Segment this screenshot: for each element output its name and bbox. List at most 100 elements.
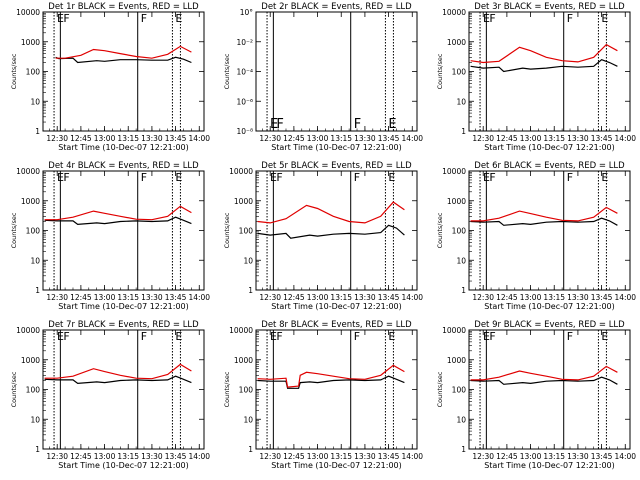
- marker-label: E: [601, 12, 608, 25]
- x-tick-label: 13:00: [94, 134, 116, 143]
- y-tick-label: 1: [35, 286, 40, 295]
- y-tick-label: 10000: [229, 326, 253, 335]
- x-tick-label: 13:15: [117, 134, 139, 143]
- y-tick-label: 10000: [442, 8, 466, 17]
- y-tick-label: 10000: [442, 326, 466, 335]
- marker-label: F: [354, 330, 360, 343]
- x-axis-label: Start Time (10-Dec-07 12:21:00): [271, 461, 402, 470]
- x-tick-label: 13:15: [543, 452, 565, 461]
- y-tick-label: 100: [26, 68, 41, 77]
- marker-label: F: [63, 330, 69, 343]
- events-series-line: [470, 217, 618, 226]
- y-tick-label: 10: [243, 415, 253, 424]
- x-tick-label: 13:30: [567, 452, 589, 461]
- x-tick-label: 13:00: [94, 293, 116, 302]
- y-tick-label: 10000: [16, 326, 40, 335]
- x-tick-label: 12:30: [46, 134, 68, 143]
- marker-label: E: [388, 171, 395, 184]
- y-axis-label: Counts/sec: [223, 371, 231, 407]
- y-tick-label: 10000: [16, 167, 40, 176]
- x-tick-label: 12:45: [283, 134, 305, 143]
- marker-label: E: [388, 330, 395, 343]
- x-tick-label: 13:30: [354, 452, 376, 461]
- plot-frame: [42, 329, 205, 450]
- lld-series-line: [44, 205, 192, 221]
- x-tick-label: 14:00: [188, 293, 210, 302]
- x-tick-label: 13:45: [165, 452, 187, 461]
- plot-frame: [42, 11, 205, 132]
- plot-frame: [255, 11, 418, 132]
- lld-series-line: [55, 45, 192, 59]
- x-tick-label: 14:00: [401, 452, 423, 461]
- lld-series-line: [470, 206, 618, 222]
- lld-series-line: [470, 43, 618, 64]
- x-tick-label: 13:45: [378, 452, 400, 461]
- marker-label: F: [276, 330, 282, 343]
- y-tick-label: 10: [456, 256, 466, 265]
- subplot-7: Det 7r BLACK = Events, RED = LLD Counts/s…: [10, 320, 210, 470]
- y-tick-label: 10⁻⁸: [236, 127, 253, 136]
- y-axis-label: Counts/sec: [223, 53, 231, 89]
- x-tick-label: 12:30: [46, 452, 68, 461]
- x-tick-label: 13:30: [141, 452, 163, 461]
- x-tick-label: 12:45: [496, 134, 518, 143]
- marker-label: F: [567, 330, 573, 343]
- y-tick-label: 10: [456, 415, 466, 424]
- x-tick-label: 13:00: [520, 293, 542, 302]
- lld-series-line: [44, 363, 192, 380]
- x-tick-label: 12:30: [259, 452, 281, 461]
- y-tick-label: 100: [239, 227, 254, 236]
- marker-label: F: [489, 330, 495, 343]
- marker-label: E: [270, 117, 278, 132]
- x-tick-label: 13:15: [543, 293, 565, 302]
- subplot-4: Det 4r BLACK = Events, RED = LLD Counts/s…: [10, 161, 210, 311]
- subplot-title: Det 8r BLACK = Events, RED = LLD: [261, 320, 412, 330]
- y-tick-label: 1000: [21, 38, 40, 47]
- y-tick-label: 10⁻⁴: [236, 68, 253, 77]
- x-tick-label: 13:15: [330, 452, 352, 461]
- y-axis-label: Counts/sec: [436, 212, 444, 248]
- x-tick-label: 12:45: [283, 293, 305, 302]
- x-tick-label: 13:00: [520, 134, 542, 143]
- x-tick-label: 13:00: [307, 134, 329, 143]
- y-tick-label: 100: [452, 68, 467, 77]
- x-tick-label: 12:45: [70, 134, 92, 143]
- marker-label: F: [354, 117, 361, 132]
- subplot-5: Det 5r BLACK = Events, RED = LLD Counts/s…: [223, 161, 423, 311]
- x-tick-label: 14:00: [614, 452, 636, 461]
- subplot-9: Det 9r BLACK = Events, RED = LLD Counts/s…: [436, 320, 636, 470]
- y-tick-label: 1: [35, 445, 40, 454]
- plot-frame: [468, 11, 631, 132]
- x-tick-label: 12:30: [259, 134, 281, 143]
- y-tick-label: 1000: [234, 197, 253, 206]
- y-tick-label: 10: [30, 256, 40, 265]
- y-tick-label: 100: [452, 227, 467, 236]
- marker-label: F: [567, 12, 573, 25]
- marker-label: E: [175, 330, 182, 343]
- y-axis-label: Counts/sec: [10, 212, 18, 248]
- x-tick-label: 12:30: [46, 293, 68, 302]
- x-tick-label: 14:00: [401, 134, 423, 143]
- y-tick-label: 1000: [447, 356, 466, 365]
- y-tick-label: 1: [461, 286, 466, 295]
- x-tick-label: 12:45: [70, 293, 92, 302]
- y-axis-label: Counts/sec: [436, 371, 444, 407]
- y-tick-label: 10: [243, 256, 253, 265]
- x-tick-label: 13:45: [591, 134, 613, 143]
- x-tick-label: 13:30: [567, 293, 589, 302]
- x-tick-label: 12:30: [472, 134, 494, 143]
- events-series-line: [257, 224, 405, 239]
- x-tick-label: 12:45: [70, 452, 92, 461]
- marker-label: F: [141, 171, 147, 184]
- subplot-8: Det 8r BLACK = Events, RED = LLD Counts/s…: [223, 320, 423, 470]
- x-tick-label: 13:15: [543, 134, 565, 143]
- subplot-1: Det 1r BLACK = Events, RED = LLD Counts/s…: [10, 2, 210, 152]
- x-tick-label: 13:30: [354, 134, 376, 143]
- x-axis-label: Start Time (10-Dec-07 12:21:00): [484, 302, 615, 311]
- marker-label: E: [601, 330, 608, 343]
- x-tick-label: 13:45: [591, 293, 613, 302]
- x-tick-label: 14:00: [188, 452, 210, 461]
- x-tick-label: 13:45: [378, 134, 400, 143]
- x-tick-label: 13:15: [117, 452, 139, 461]
